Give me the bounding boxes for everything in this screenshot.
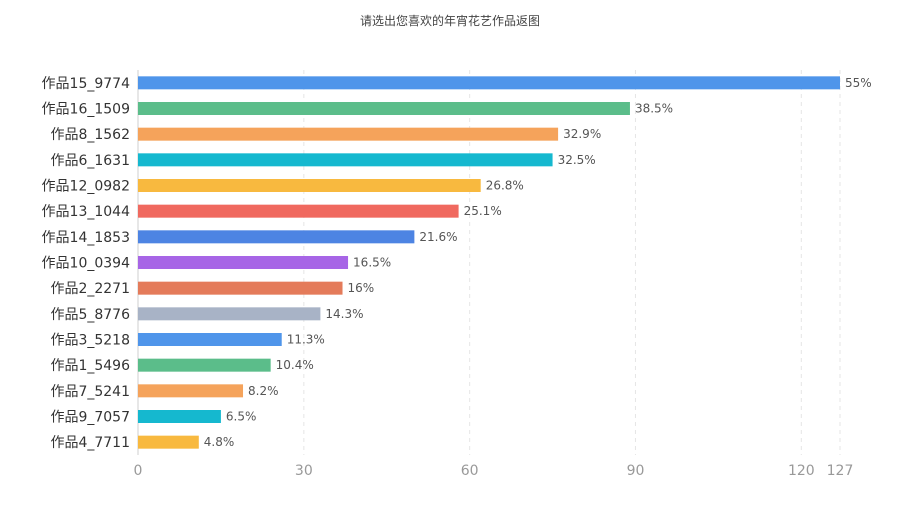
data-label: 8.2% <box>248 384 279 398</box>
category-label: 作品7_5241 <box>50 384 130 400</box>
label-layer: 0 30 60 90 120 127 作品15_9774 55% 作品16_1509 38.5% 作… <box>42 76 872 479</box>
bar <box>138 230 415 244</box>
category-label: 作品1_5496 <box>50 358 130 374</box>
x-tick-label: 60 <box>461 463 479 479</box>
bar <box>138 127 559 141</box>
data-label: 38.5% <box>635 102 673 116</box>
x-tick-label: 120 <box>788 463 815 479</box>
bar <box>138 204 459 218</box>
category-label: 作品8_1562 <box>50 127 130 143</box>
category-label: 作品3_5218 <box>50 333 130 349</box>
bar <box>138 179 481 192</box>
bar <box>138 410 221 423</box>
bar <box>138 307 321 321</box>
category-label: 作品12_0982 <box>42 179 130 195</box>
category-label: 作品6_1631 <box>50 153 130 169</box>
x-tick-label: 127 <box>827 463 854 479</box>
x-tick-label: 90 <box>627 463 645 479</box>
data-label: 26.8% <box>486 179 524 193</box>
category-label: 作品9_7057 <box>50 410 130 426</box>
bar <box>138 333 282 346</box>
bar <box>138 358 271 372</box>
bar <box>138 384 244 398</box>
data-label: 10.4% <box>276 358 314 372</box>
category-label: 作品14_1853 <box>42 230 130 246</box>
bar-layer <box>138 76 840 449</box>
category-label: 作品15_9774 <box>42 76 131 92</box>
bar <box>138 153 553 167</box>
category-label: 作品2_2271 <box>50 281 130 297</box>
category-label: 作品5_8776 <box>50 307 130 323</box>
data-label: 16.5% <box>353 256 391 270</box>
data-label: 11.3% <box>287 333 325 347</box>
data-label: 21.6% <box>419 230 457 244</box>
data-label: 25.1% <box>464 204 502 218</box>
category-label: 作品4_7711 <box>50 435 130 451</box>
bar <box>138 76 840 90</box>
x-tick-label: 0 <box>134 463 143 479</box>
category-label: 作品13_1044 <box>42 204 131 220</box>
data-label: 32.9% <box>563 127 601 141</box>
bar <box>138 435 199 449</box>
chart-title: 请选出您喜欢的年宵花艺作品返图 <box>359 14 540 28</box>
category-label: 作品10_0394 <box>42 256 131 272</box>
x-tick-label: 30 <box>295 463 313 479</box>
data-label: 6.5% <box>226 410 257 424</box>
data-label: 55% <box>845 76 872 90</box>
bar <box>138 256 349 269</box>
bar <box>138 102 630 115</box>
data-label: 14.3% <box>325 307 363 321</box>
data-label: 32.5% <box>558 153 596 167</box>
category-label: 作品16_1509 <box>42 102 130 118</box>
data-label: 4.8% <box>204 435 235 449</box>
data-label: 16% <box>348 281 375 295</box>
bar <box>138 281 343 295</box>
